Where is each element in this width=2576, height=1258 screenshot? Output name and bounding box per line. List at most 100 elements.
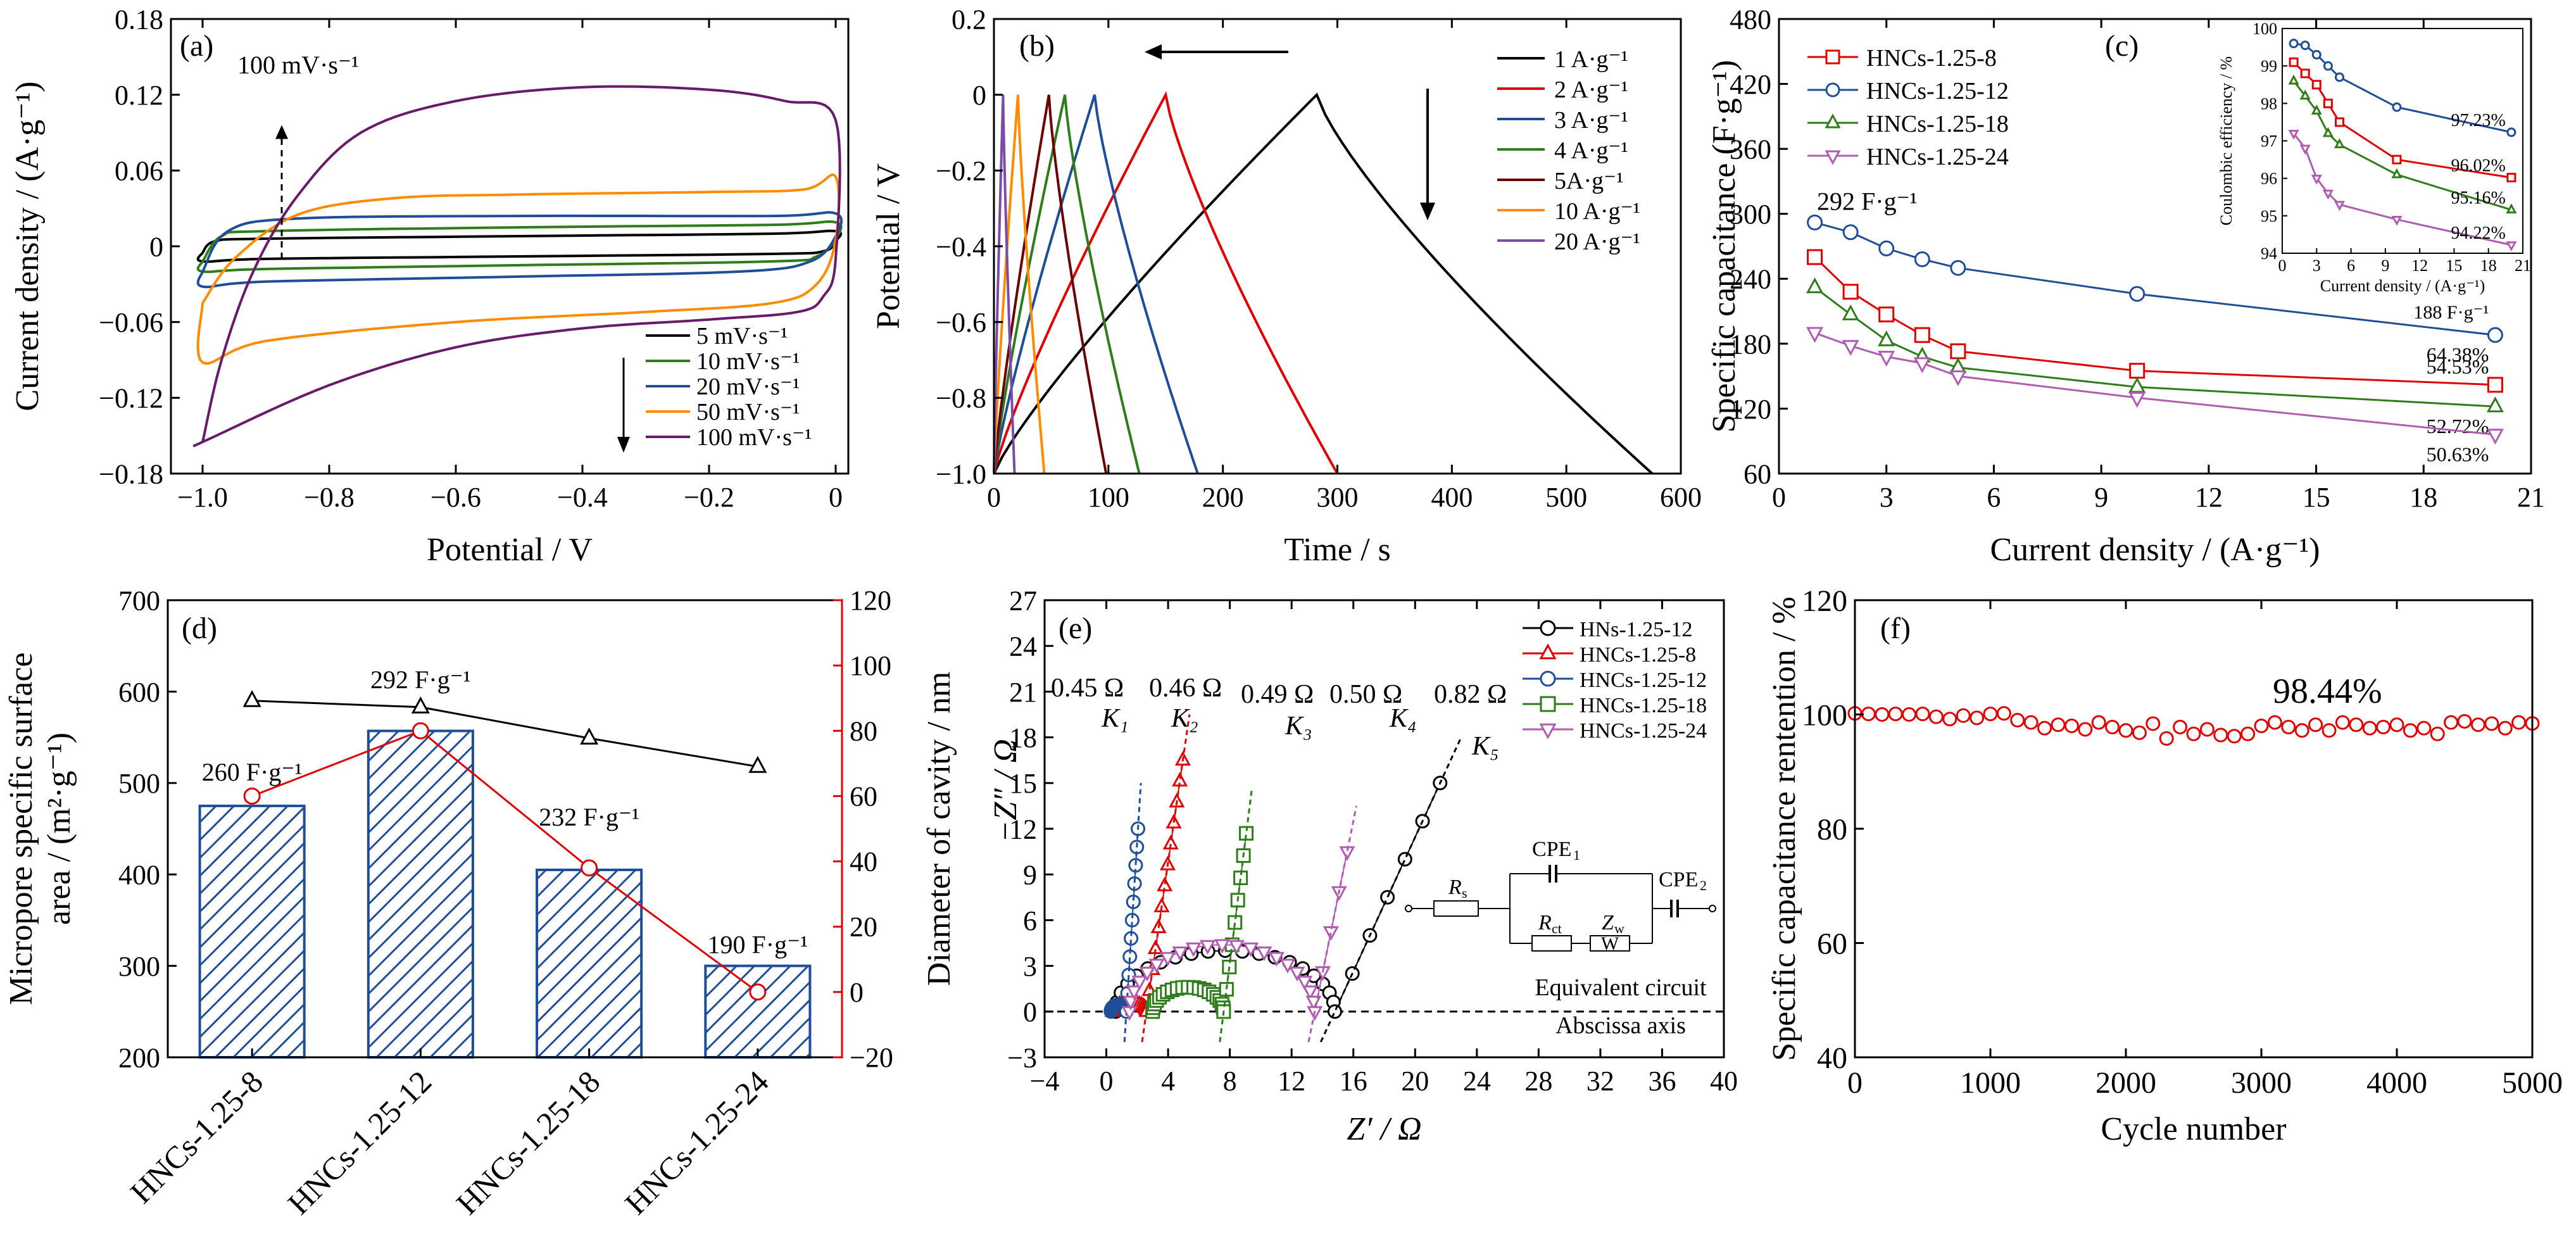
- x-tick-label: 36: [1648, 1066, 1676, 1097]
- data-point: [2299, 89, 2311, 100]
- bar: [536, 868, 643, 1059]
- y-tick-label: 3: [1023, 951, 1037, 982]
- x-tick-label: 0: [1772, 482, 1786, 513]
- gcd-curve: [993, 94, 1046, 474]
- data-point: [1148, 959, 1165, 974]
- y-tick-label: −0.18: [99, 458, 163, 489]
- data-point: [1200, 940, 1216, 955]
- panel-label: (b): [1019, 29, 1055, 63]
- data-point: [1268, 952, 1285, 967]
- legend-marker: [1540, 670, 1556, 687]
- x-tick-label: 5000: [2502, 1066, 2563, 1100]
- x-tick-label: 8: [1223, 1066, 1237, 1097]
- data-point: [2129, 286, 2146, 302]
- data-point: [1327, 1004, 1342, 1019]
- rct-resistor: [1531, 935, 1572, 952]
- y-tick-label: 120: [1802, 584, 1847, 618]
- data-point: [748, 755, 767, 773]
- data-point: [2416, 720, 2432, 736]
- legend-label: HNCs-1.25-24: [1866, 144, 2009, 170]
- data-point: [2311, 49, 2322, 60]
- x-tick-label: −0.4: [557, 482, 608, 513]
- data-point: [1214, 939, 1230, 954]
- data-point: [1297, 976, 1313, 991]
- data-point: [2254, 719, 2269, 734]
- x-axis-label: Potential / V: [427, 532, 593, 568]
- data-point: [2159, 731, 2174, 746]
- y-axis-label: Potential / V: [870, 163, 907, 329]
- data-point: [1397, 852, 1412, 867]
- circuit-node: [1405, 905, 1412, 912]
- data-point: [2349, 717, 2364, 733]
- data-point: [2506, 241, 2517, 252]
- inset-x-label: Current density / (A·g⁻¹): [2320, 277, 2485, 295]
- data-point: [1942, 712, 1957, 727]
- data-point: [2240, 726, 2256, 741]
- x-tick-label: −4: [1030, 1066, 1060, 1097]
- guide-line: [1219, 787, 1253, 1043]
- y-tick-label: 120: [1730, 394, 1771, 425]
- legend-label: 5A·g⁻¹: [1554, 168, 1624, 194]
- y-tick-label: 0: [1023, 997, 1037, 1028]
- y-tick-label: 96: [2261, 170, 2277, 188]
- arrow-head: [617, 437, 630, 453]
- x-tick-label: −0.8: [304, 482, 355, 513]
- y2-tick-label: 60: [850, 781, 877, 812]
- x-tick-label: 1000: [1960, 1066, 2021, 1100]
- data-point: [2308, 717, 2323, 733]
- surface-area-line: [252, 700, 758, 768]
- y-tick-label: 98: [2261, 94, 2277, 113]
- data-point: [1861, 707, 1876, 722]
- data-point: [1902, 707, 1917, 722]
- data-point: [2323, 98, 2333, 108]
- data-point: [2376, 719, 2391, 734]
- data-point: [1878, 306, 1895, 323]
- cv-curve: [196, 211, 843, 289]
- data-point: [243, 787, 261, 805]
- retention-label: 52.72%: [2427, 415, 2489, 437]
- legend-marker: [1825, 150, 1841, 165]
- guide-line: [1141, 714, 1191, 1043]
- data-point: [2334, 72, 2344, 82]
- x-tick-label: 28: [1524, 1066, 1552, 1097]
- circuit-label: ct: [1552, 921, 1562, 936]
- y-axis-label: −Z″ / Ω: [988, 739, 1024, 843]
- k-label: K₂: [1171, 704, 1198, 733]
- capacitance-line: [1814, 332, 2496, 436]
- y-tick-label: 94: [2261, 244, 2277, 263]
- bar: [367, 729, 474, 1059]
- y-tick-label: −1.0: [936, 458, 986, 489]
- efficiency-label: 96.02%: [2451, 156, 2506, 175]
- efficiency-label: 95.16%: [2451, 188, 2506, 208]
- x-tick-label: 0: [987, 482, 1001, 513]
- bar-label: 190 F·g⁻¹: [708, 931, 808, 959]
- category-label: HNCs-1.25-18: [449, 1064, 607, 1221]
- circuit-label: R: [1538, 911, 1552, 934]
- capacitance-annotation: 188 F·g⁻¹: [2413, 302, 2489, 323]
- data-point: [1842, 304, 1859, 320]
- y-tick-label: 600: [118, 677, 160, 708]
- data-point: [2444, 715, 2459, 730]
- x-axis-label: Current density / (A·g⁻¹): [1990, 532, 2320, 568]
- y-tick-label: 100: [1802, 698, 1847, 732]
- data-point: [2311, 80, 2322, 90]
- data-point: [2506, 203, 2517, 214]
- x-tick-label: 0: [1847, 1066, 1863, 1100]
- x-axis-label: Time / s: [1284, 532, 1391, 568]
- y-tick-label: −0.4: [936, 231, 986, 262]
- x-tick-label: 16: [1340, 1066, 1367, 1097]
- retention-label: 64.38%: [2427, 343, 2489, 366]
- y-tick-label: 97: [2261, 132, 2277, 151]
- legend-label: HNCs-1.25-8: [1866, 45, 1997, 72]
- x-tick-label: 32: [1586, 1066, 1614, 1097]
- data-point: [1228, 940, 1245, 955]
- guide-line: [1319, 736, 1462, 1043]
- y2-tick-label: −20: [850, 1042, 893, 1073]
- data-point: [2322, 127, 2334, 137]
- x-tick-label: 0: [829, 482, 843, 513]
- data-point: [2091, 715, 2106, 730]
- bar-label: 260 F·g⁻¹: [202, 758, 303, 786]
- x-tick-label: 24: [1463, 1066, 1491, 1097]
- y-tick-label: 15: [1009, 768, 1037, 799]
- y-tick-label: 0: [972, 80, 986, 111]
